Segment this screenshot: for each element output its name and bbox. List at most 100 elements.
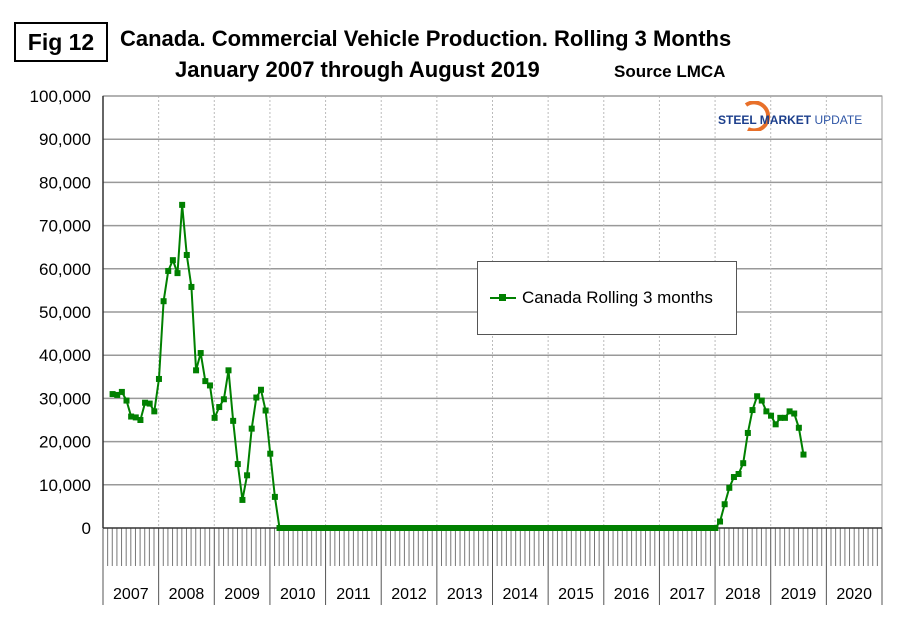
x-tick-label: 2007 bbox=[113, 586, 149, 603]
chart-subtitle: January 2007 through August 2019 bbox=[175, 57, 540, 82]
data-point bbox=[564, 525, 571, 531]
x-tick-label: 2012 bbox=[391, 586, 427, 603]
data-point bbox=[513, 525, 520, 531]
y-tick-label: 30,000 bbox=[39, 389, 91, 408]
data-point bbox=[582, 525, 589, 531]
data-point bbox=[619, 525, 626, 531]
data-point bbox=[768, 412, 775, 419]
x-tick-label: 2010 bbox=[280, 586, 316, 603]
data-point bbox=[712, 525, 719, 531]
y-tick-label: 40,000 bbox=[39, 346, 91, 365]
data-point bbox=[744, 429, 751, 436]
data-point bbox=[457, 525, 464, 531]
data-point bbox=[341, 525, 348, 531]
y-tick-label: 0 bbox=[82, 519, 91, 538]
data-point bbox=[211, 414, 218, 421]
data-point bbox=[577, 525, 584, 531]
x-tick-label: 2008 bbox=[169, 586, 205, 603]
data-point bbox=[285, 525, 292, 531]
data-point bbox=[225, 367, 232, 374]
y-tick-label: 70,000 bbox=[39, 217, 91, 236]
data-point bbox=[689, 525, 696, 531]
data-point bbox=[717, 518, 724, 525]
data-point bbox=[220, 396, 227, 403]
data-point bbox=[573, 525, 580, 531]
data-point bbox=[179, 201, 186, 208]
data-point bbox=[244, 472, 251, 479]
data-point bbox=[406, 525, 413, 531]
data-point bbox=[610, 525, 617, 531]
data-point bbox=[763, 408, 770, 415]
data-point bbox=[628, 525, 635, 531]
data-point bbox=[735, 471, 742, 477]
data-point bbox=[675, 525, 682, 531]
data-point bbox=[364, 525, 371, 531]
x-tick-label: 2015 bbox=[558, 586, 594, 603]
y-tick-label: 50,000 bbox=[39, 303, 91, 322]
data-point bbox=[443, 525, 450, 531]
data-point bbox=[624, 525, 631, 531]
data-point bbox=[299, 525, 306, 531]
data-point bbox=[183, 251, 190, 258]
data-point bbox=[295, 525, 302, 531]
data-point bbox=[679, 525, 686, 531]
y-tick-label: 80,000 bbox=[39, 173, 91, 192]
data-point bbox=[359, 525, 366, 531]
data-point bbox=[169, 257, 176, 264]
data-point bbox=[485, 525, 492, 531]
data-point bbox=[536, 525, 543, 531]
figure-label: Fig 12 bbox=[14, 22, 108, 62]
data-point bbox=[596, 525, 603, 531]
data-point bbox=[754, 393, 761, 400]
data-point bbox=[318, 525, 325, 531]
y-tick-label: 10,000 bbox=[39, 476, 91, 495]
data-point bbox=[587, 525, 594, 531]
data-point bbox=[772, 421, 779, 428]
data-point bbox=[206, 382, 213, 389]
data-point bbox=[420, 525, 427, 531]
data-point bbox=[707, 525, 714, 531]
data-point bbox=[146, 400, 153, 407]
series-line bbox=[112, 204, 805, 529]
data-point bbox=[652, 525, 659, 531]
data-point bbox=[448, 525, 455, 531]
x-tick-label: 2009 bbox=[224, 586, 260, 603]
data-point bbox=[438, 525, 445, 531]
data-point bbox=[698, 525, 705, 531]
data-point bbox=[271, 493, 278, 500]
data-point bbox=[550, 525, 557, 531]
data-point bbox=[591, 525, 598, 531]
data-point bbox=[693, 525, 700, 531]
source-label: Source LMCA bbox=[614, 62, 726, 81]
data-point bbox=[165, 267, 172, 274]
data-point bbox=[109, 391, 116, 398]
data-point bbox=[304, 525, 311, 531]
x-tick-label: 2014 bbox=[503, 586, 539, 603]
data-point bbox=[378, 525, 385, 531]
data-point bbox=[503, 525, 510, 531]
data-point bbox=[494, 525, 501, 531]
data-point bbox=[452, 525, 459, 531]
data-point bbox=[615, 525, 622, 531]
y-tick-label: 90,000 bbox=[39, 130, 91, 149]
data-point bbox=[758, 397, 765, 404]
x-tick-label: 2011 bbox=[336, 586, 371, 603]
data-point bbox=[684, 525, 691, 531]
data-point bbox=[721, 501, 728, 508]
data-point bbox=[540, 525, 547, 531]
data-point bbox=[661, 525, 668, 531]
data-point bbox=[466, 525, 473, 531]
data-point bbox=[786, 408, 793, 415]
data-point bbox=[276, 525, 283, 531]
data-point bbox=[656, 525, 663, 531]
data-point bbox=[336, 525, 343, 531]
x-tick-label: 2017 bbox=[669, 586, 705, 603]
data-point bbox=[499, 525, 506, 531]
x-tick-label: 2016 bbox=[614, 586, 650, 603]
data-point bbox=[160, 298, 167, 305]
logo-swoosh-icon bbox=[744, 101, 771, 131]
data-point bbox=[142, 399, 149, 406]
y-tick-label: 20,000 bbox=[39, 433, 91, 452]
legend-marker-icon bbox=[490, 294, 516, 301]
